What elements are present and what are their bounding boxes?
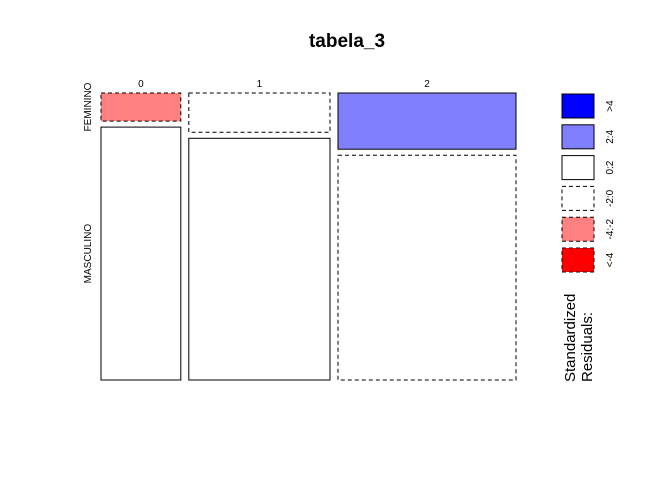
cell-1-feminino [188,92,331,133]
legend-label-0: >4 [605,100,616,112]
legend-key-4 [561,216,595,242]
row-label-masculino: MASCULINO [83,224,94,284]
legend-label-1: 2:4 [605,129,616,143]
cell-0-masculino [100,126,182,381]
legend-label-4: -4:-2 [605,218,616,239]
cell-2-feminino [337,92,517,150]
cell-1-masculino [188,137,331,381]
column-labels: 0 1 2 [138,79,430,90]
legend-label-5: <-4 [605,252,616,267]
legend-keys: >4 2:4 0:2 -2:0 -4:-2 <-4 [561,93,616,273]
cell-0-feminino [100,92,182,122]
legend: >4 2:4 0:2 -2:0 -4:-2 <-4 Standardized Residu… [561,93,616,382]
legend-title-line1: Standardized [562,294,579,382]
row-label-feminino: FEMININO [83,82,94,131]
legend-label-2: 0:2 [605,160,616,174]
column-label-0: 0 [138,79,144,90]
column-label-1: 1 [257,79,263,90]
chart-title: tabela_3 [309,31,385,52]
cell-2-masculino [337,154,517,381]
legend-key-3 [561,185,595,211]
column-label-2: 2 [424,79,430,90]
legend-key-0 [561,93,595,119]
mosaic-cells [100,92,517,381]
legend-title-line2: Residuals: [579,312,596,382]
row-labels: FEMININO MASCULINO [83,82,94,283]
legend-key-5 [561,247,595,273]
legend-key-1 [561,124,595,150]
legend-key-2 [561,155,595,181]
legend-label-3: -2:0 [605,189,616,207]
